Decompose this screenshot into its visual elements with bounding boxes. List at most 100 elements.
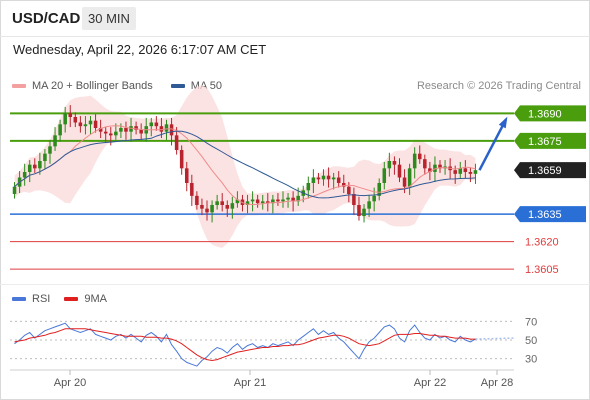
- candle-body-6: [43, 153, 47, 161]
- forecast-arrow-head: [498, 116, 508, 129]
- candle-body-32: [174, 135, 179, 150]
- symbol-title: USD/CAD: [12, 10, 81, 27]
- candle-body-10: [63, 113, 67, 125]
- candle-body-16: [93, 120, 98, 128]
- rsi-legend-label: RSI: [32, 293, 51, 305]
- candle-body-29: [159, 126, 164, 132]
- candle-body-31: [169, 124, 174, 136]
- candle-body-82: [428, 168, 432, 172]
- candle-body-50: [266, 201, 270, 204]
- rsi-tick-50: 50: [525, 335, 537, 347]
- candle-body-12: [73, 117, 78, 123]
- candle-body-8: [53, 135, 57, 147]
- ma9-swatch: [64, 297, 79, 301]
- candle-body-34: [184, 168, 189, 183]
- current-price-label: 1.3659: [528, 165, 562, 177]
- candle-body-42: [225, 205, 230, 209]
- x-label-0: Apr 20: [54, 377, 86, 389]
- candle-body-90: [468, 172, 473, 174]
- candle-body-75: [392, 161, 397, 165]
- candle-body-80: [417, 153, 422, 160]
- candle-body-64: [336, 177, 341, 183]
- candle-body-49: [260, 201, 265, 204]
- candle-body-62: [326, 175, 331, 180]
- candle-body-76: [397, 164, 402, 178]
- candle-body-88: [458, 168, 463, 174]
- level-tag-2: [514, 206, 586, 223]
- ma50-line: [14, 130, 476, 199]
- candle-body-19: [108, 133, 113, 136]
- ma20-swatch: [12, 84, 26, 88]
- candle-body-84: [438, 164, 442, 169]
- candle-body-35: [190, 183, 194, 196]
- rsi-swatch: [12, 297, 26, 301]
- candle-body-65: [341, 183, 346, 187]
- candle-body-36: [195, 195, 199, 205]
- level-label-4: 1.3605: [525, 264, 559, 276]
- candle-body-21: [119, 128, 123, 132]
- candle-body-4: [33, 164, 37, 169]
- level-tag-1: [514, 132, 586, 149]
- candle-body-53: [281, 199, 285, 202]
- candle-body-68: [357, 205, 361, 216]
- candle-body-9: [58, 124, 62, 136]
- x-label-1: Apr 21: [234, 377, 266, 389]
- candle-body-78: [407, 168, 412, 187]
- candle-body-15: [88, 120, 93, 125]
- candle-body-73: [382, 168, 387, 183]
- rsi-tick-30: 30: [525, 354, 537, 366]
- candle-body-74: [387, 161, 392, 169]
- candle-body-13: [78, 122, 83, 127]
- candle-body-7: [48, 146, 52, 154]
- level-tag-0: [514, 105, 586, 122]
- candle-body-37: [200, 205, 204, 209]
- candle-body-22: [124, 128, 128, 132]
- candle-body-18: [103, 131, 108, 134]
- x-label-3: Apr 28: [481, 377, 513, 389]
- candle-body-56: [296, 195, 300, 202]
- candle-body-47: [250, 199, 255, 202]
- rsi-legend: RSI 9MA: [12, 293, 107, 305]
- candle-body-41: [220, 201, 224, 205]
- candle-body-5: [38, 161, 42, 169]
- candle-body-67: [352, 194, 356, 205]
- candle-body-2: [22, 172, 27, 178]
- candle-body-58: [306, 183, 311, 191]
- level-label-1: 1.3675: [528, 136, 562, 148]
- candle-body-25: [139, 129, 143, 134]
- candle-body-46: [245, 201, 250, 205]
- candle-body-11: [68, 113, 73, 117]
- candle-body-79: [412, 153, 417, 169]
- rsi-line: [14, 322, 476, 367]
- ma20-line: [14, 125, 476, 206]
- candle-body-66: [347, 186, 351, 194]
- current-price-tag: [514, 162, 586, 179]
- bollinger-band-area: [14, 85, 476, 248]
- candle-body-33: [179, 150, 184, 169]
- candle-body-61: [321, 175, 326, 180]
- ma20-legend-label: MA 20 + Bollinger Bands: [32, 80, 153, 92]
- candle-body-39: [210, 205, 214, 213]
- x-label-2: Apr 22: [414, 377, 446, 389]
- candle-body-87: [453, 170, 457, 174]
- rsi-tick-70: 70: [525, 316, 537, 328]
- candle-body-40: [215, 201, 219, 205]
- candle-body-38: [205, 208, 209, 213]
- research-credit: Research © 2026 Trading Central: [416, 80, 581, 92]
- candle-body-51: [271, 199, 275, 204]
- candle-body-20: [114, 131, 118, 136]
- candle-body-59: [311, 177, 316, 183]
- forecast-arrow-line: [478, 118, 508, 171]
- candle-body-83: [433, 164, 437, 172]
- ma9-legend-label: 9MA: [84, 293, 107, 305]
- candle-body-14: [83, 124, 88, 127]
- candle-body-81: [423, 159, 427, 169]
- candle-body-48: [255, 199, 260, 204]
- candle-body-89: [463, 168, 468, 172]
- candle-body-28: [154, 122, 159, 127]
- timeframe-button[interactable]: 30 MIN: [82, 7, 136, 30]
- candle-body-77: [402, 177, 407, 187]
- candle-body-24: [134, 126, 138, 130]
- candle-body-72: [377, 183, 382, 196]
- candle-body-69: [362, 208, 366, 216]
